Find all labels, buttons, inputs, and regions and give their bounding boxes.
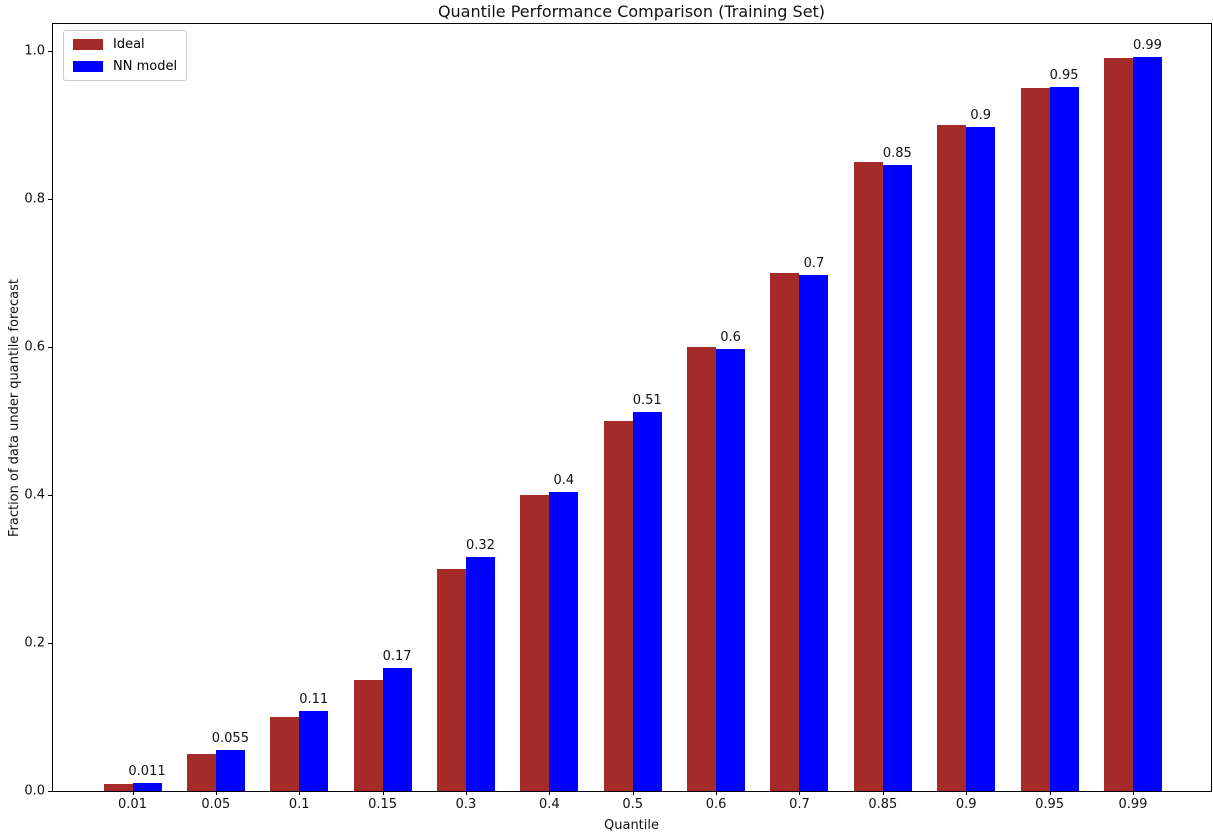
legend-swatch-ideal xyxy=(73,39,103,50)
chart-title: Quantile Performance Comparison (Trainin… xyxy=(437,2,826,21)
x-tick-mark xyxy=(1049,791,1051,795)
bar-nn-model xyxy=(632,412,662,791)
x-tick-mark xyxy=(215,791,217,795)
legend: Ideal NN model xyxy=(63,30,188,81)
x-tick-mark xyxy=(382,791,384,795)
bar-value-label: 0.99 xyxy=(1132,37,1162,53)
legend-swatch-nn-model xyxy=(73,61,103,72)
bar-value-label: 0.9 xyxy=(970,108,992,124)
bar-nn-model xyxy=(215,750,245,791)
bar-nn-model xyxy=(549,492,579,791)
y-tick-mark xyxy=(48,347,53,348)
bar-nn-model xyxy=(716,349,746,791)
x-tick-mark xyxy=(882,791,884,795)
bar-nn-model xyxy=(299,711,329,791)
x-tick-label: 0.1 xyxy=(288,797,310,812)
bar-value-label: 0.85 xyxy=(882,145,912,161)
y-tick-label: 0.4 xyxy=(24,487,45,503)
y-tick-mark xyxy=(48,51,53,52)
bar-value-label: 0.17 xyxy=(382,649,412,665)
bar-ideal xyxy=(270,717,300,791)
bar-ideal xyxy=(853,162,883,791)
y-tick-label: 0.2 xyxy=(24,635,45,651)
x-tick-label: 0.85 xyxy=(868,797,898,812)
x-tick-label: 0.3 xyxy=(455,797,477,812)
x-tick-mark xyxy=(1132,791,1134,795)
bar-value-label: 0.7 xyxy=(803,256,825,272)
x-tick-mark xyxy=(632,791,634,795)
x-tick-label: 0.95 xyxy=(1035,797,1065,812)
plot-area: Ideal NN model 0.0 0.2 0.4 0.6 0.8 1.0 0.011 0.0… xyxy=(24,23,1212,812)
x-tick-label: 0.01 xyxy=(118,797,147,812)
bar-nn-model xyxy=(1049,87,1079,791)
x-tick-mark xyxy=(465,791,467,795)
x-tick-mark xyxy=(132,791,134,795)
x-tick-label: 0.15 xyxy=(368,797,398,812)
y-tick-mark xyxy=(48,199,53,200)
y-tick-mark xyxy=(48,643,53,644)
y-axis-label: Fraction of data under quantile forecast xyxy=(7,278,22,538)
bar-ideal xyxy=(436,569,466,791)
bar-nn-model xyxy=(1132,56,1162,791)
bar-ideal xyxy=(770,273,800,791)
bar-nn-model xyxy=(465,557,495,791)
y-tick-mark xyxy=(48,495,53,496)
x-tick-mark xyxy=(799,791,801,795)
legend-label: Ideal xyxy=(113,37,145,52)
legend-label: NN model xyxy=(113,59,178,74)
y-tick-mark xyxy=(48,791,53,792)
y-tick-label: 0.6 xyxy=(24,339,45,355)
legend-item: NN model xyxy=(73,59,177,74)
bar-value-label: 0.32 xyxy=(465,538,495,554)
y-tick-label: 0.8 xyxy=(24,191,45,207)
y-tick-label: 0.0 xyxy=(24,783,45,799)
bar-ideal xyxy=(103,783,133,791)
bar-value-label: 0.95 xyxy=(1049,68,1079,84)
bar-ideal xyxy=(603,421,633,791)
y-tick-label: 1.0 xyxy=(24,43,45,59)
x-tick-label: 0.05 xyxy=(201,797,231,812)
bar-ideal xyxy=(1020,88,1050,791)
bar-value-label: 0.011 xyxy=(128,763,166,779)
bar-nn-model xyxy=(882,164,912,791)
x-tick-mark xyxy=(549,791,551,795)
x-tick-mark xyxy=(966,791,968,795)
bar-ideal xyxy=(687,347,717,791)
bar-nn-model xyxy=(132,782,162,791)
bar-ideal xyxy=(353,680,383,791)
bar-value-label: 0.51 xyxy=(632,393,662,409)
x-tick-label: 0.4 xyxy=(539,797,560,812)
bar-ideal xyxy=(520,495,550,791)
bar-ideal xyxy=(937,125,967,791)
x-tick-mark xyxy=(716,791,718,795)
bar-value-label: 0.055 xyxy=(211,731,249,747)
legend-item: Ideal xyxy=(73,37,177,52)
bar-nn-model xyxy=(799,275,829,791)
bar-nn-model xyxy=(382,668,412,791)
x-tick-label: 0.99 xyxy=(1118,797,1148,812)
x-tick-label: 0.9 xyxy=(955,797,977,812)
bar-value-label: 0.11 xyxy=(299,692,329,708)
bar-nn-model xyxy=(966,127,996,791)
x-tick-label: 0.6 xyxy=(705,797,727,812)
x-tick-mark xyxy=(299,791,301,795)
bar-value-label: 0.6 xyxy=(720,330,741,346)
x-axis-label: Quantile xyxy=(604,818,659,833)
x-tick-label: 0.5 xyxy=(622,797,644,812)
bar-value-label: 0.4 xyxy=(553,473,575,489)
x-tick-label: 0.7 xyxy=(789,797,810,812)
bar-ideal xyxy=(186,754,216,791)
bar-ideal xyxy=(1103,58,1133,791)
